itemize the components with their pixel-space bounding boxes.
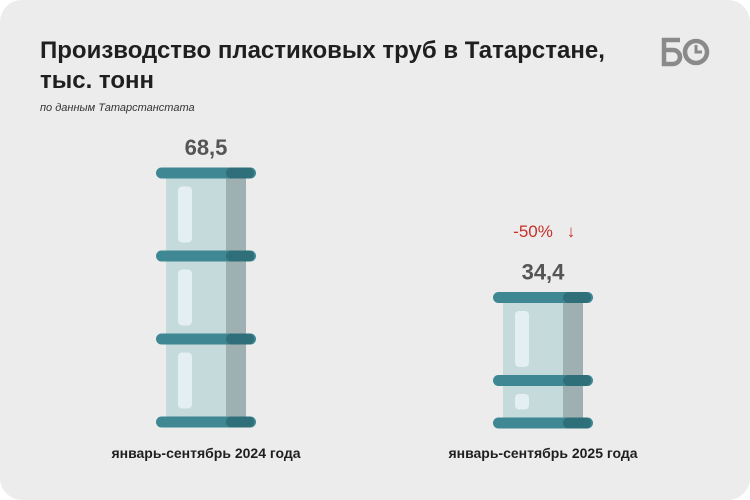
bar-2 xyxy=(493,291,593,429)
category-label: январь-сентябрь 2025 года xyxy=(448,445,637,461)
chart-source: по данным Татарстанстата xyxy=(40,102,195,114)
pipe-ring-shade xyxy=(226,333,254,345)
down-arrow-icon: ↓ xyxy=(567,222,576,241)
chart-title-line2: тыс. тонн xyxy=(40,67,155,94)
chart-title-line1: Производство пластиковых труб в Татарста… xyxy=(40,37,605,64)
value-label: 34,4 xyxy=(522,259,566,284)
pipe-ring-shade xyxy=(226,167,254,179)
pipe-highlight xyxy=(178,352,192,409)
pipe-highlight xyxy=(515,393,529,410)
pipe-highlight xyxy=(178,186,192,243)
category-label: январь-сентябрь 2024 года xyxy=(111,445,300,461)
value-label: 68,5 xyxy=(185,135,228,160)
pipe-shadow xyxy=(563,297,583,423)
pipe-highlight xyxy=(178,269,192,326)
bar-1 xyxy=(156,167,256,428)
change-label: -50% xyxy=(513,222,553,241)
pipe-shadow xyxy=(226,173,246,423)
chart-title: Производство пластиковых труб в Татарста… xyxy=(40,36,620,96)
pipe-ring-shade xyxy=(563,417,591,429)
pipe-ring-shade xyxy=(563,291,591,303)
pipe-ring-shade xyxy=(226,250,254,262)
bo-logo-icon xyxy=(661,37,710,67)
pipe-ring-shade xyxy=(563,374,591,386)
pipe-highlight xyxy=(515,310,529,367)
pipe-ring-shade xyxy=(226,416,254,428)
